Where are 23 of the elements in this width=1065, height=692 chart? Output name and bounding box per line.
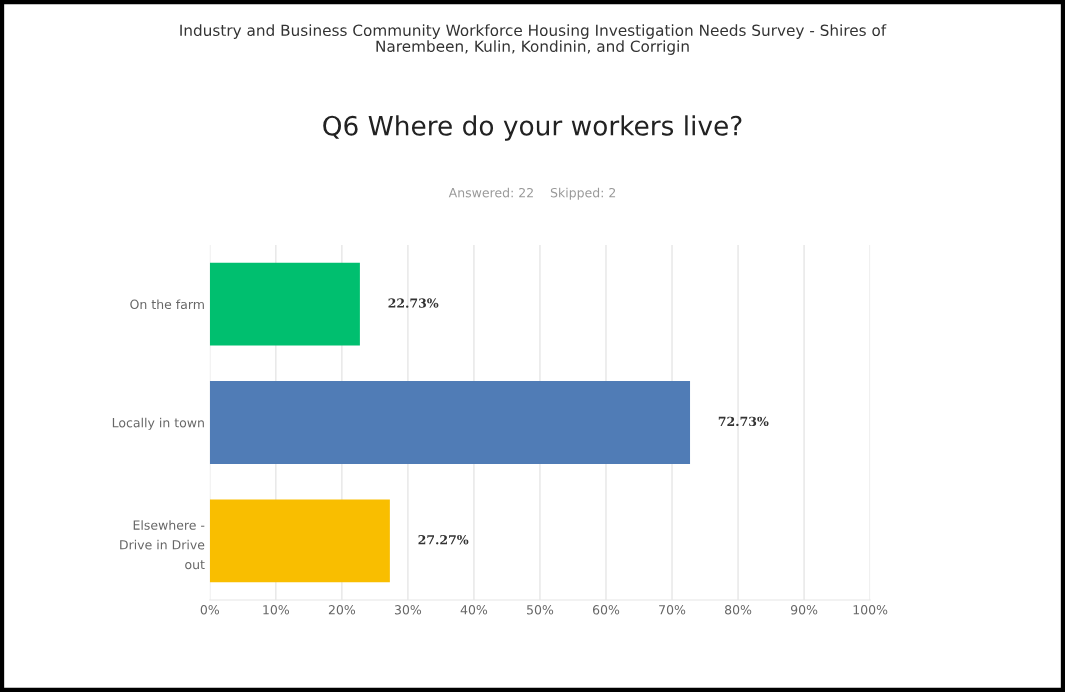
- x-tick-label: 0%: [200, 605, 220, 615]
- x-tick-label: 80%: [725, 605, 752, 615]
- chart-subtitle: Q6 Where do your workers live?: [323, 115, 742, 141]
- x-tick-label: 40%: [460, 605, 488, 615]
- y-tick-label: On the farm: [130, 299, 204, 310]
- y-tick-label: Elsewhere - Drive in Drive out: [120, 520, 205, 570]
- bar: [209, 381, 691, 464]
- x-tick-label: 10%: [263, 605, 290, 615]
- x-tick-label: 100%: [853, 605, 888, 615]
- bar: [209, 499, 390, 583]
- y-tick-label: Locally in town: [112, 417, 204, 430]
- x-tick-label: 70%: [659, 605, 686, 615]
- text: Answered: 22 Skipped: 2: [448, 187, 616, 200]
- x-tick-label: 90%: [790, 605, 818, 615]
- bar: [209, 262, 360, 346]
- x-tick-label: 20%: [328, 605, 356, 615]
- x-tick-label: 30%: [394, 605, 422, 615]
- data-label: 27.27%: [418, 534, 469, 545]
- x-tick-label: 50%: [527, 605, 554, 615]
- data-label: 22.73%: [388, 298, 439, 308]
- x-tick-label: 60%: [592, 605, 620, 615]
- chart-title: Industry and Business Community Workforce Housing Investigation Needs Survey - Shires of Narembeen, Kulin, Kondinin, and Corrigin: [180, 24, 887, 55]
- data-label: 72.73%: [718, 416, 769, 427]
